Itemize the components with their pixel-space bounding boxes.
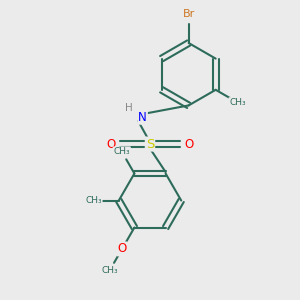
Text: CH₃: CH₃ (85, 196, 102, 205)
Text: CH₃: CH₃ (113, 147, 130, 156)
Text: S: S (146, 138, 154, 151)
Text: CH₃: CH₃ (101, 266, 118, 275)
Text: O: O (117, 242, 127, 255)
Text: Br: Br (182, 9, 195, 19)
Text: CH₃: CH₃ (229, 98, 246, 107)
Text: O: O (184, 138, 194, 151)
Text: H: H (125, 103, 133, 113)
Text: N: N (138, 111, 147, 124)
Text: O: O (106, 138, 116, 151)
